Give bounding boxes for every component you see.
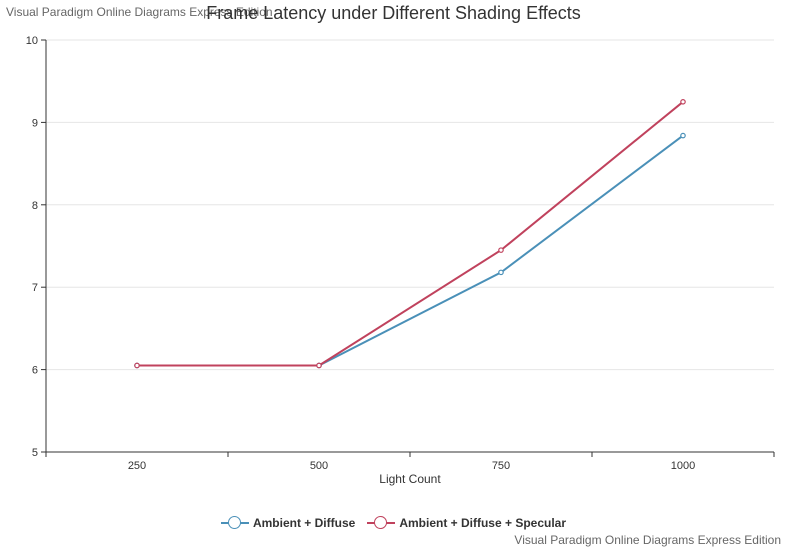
gridlines xyxy=(46,39,774,371)
data-point xyxy=(680,99,686,105)
legend-swatch-icon xyxy=(367,516,396,530)
legend-swatch-icon xyxy=(220,516,249,530)
y-tick-label: 9 xyxy=(32,117,38,129)
watermark-top: Visual Paradigm Online Diagrams Express … xyxy=(6,5,273,19)
x-axis-label: Light Count xyxy=(379,472,441,486)
legend: Ambient + Diffuse Ambient + Diffuse + Sp… xyxy=(0,516,787,530)
y-tick-label: 8 xyxy=(32,200,38,212)
y-axis-ticks: 5 6 7 8 9 10 xyxy=(26,35,46,459)
x-axis-ticks: 250 500 750 1000 xyxy=(45,452,775,472)
y-tick-label: 7 xyxy=(32,282,38,294)
axes xyxy=(45,40,774,453)
data-point xyxy=(498,269,504,276)
legend-label: Ambient + Diffuse + Specular xyxy=(399,516,567,530)
data-point xyxy=(316,362,322,369)
legend-item-ambient-diffuse-specular[interactable]: Ambient + Diffuse + Specular xyxy=(367,516,566,530)
data-point xyxy=(134,362,140,369)
x-tick-label: 500 xyxy=(310,460,328,472)
y-tick-label: 6 xyxy=(32,365,38,377)
data-point xyxy=(498,247,504,253)
y-tick-label: 10 xyxy=(26,35,38,47)
chart-title: Frame Latency under Different Shading Ef… xyxy=(206,3,581,23)
x-tick-label: 250 xyxy=(128,460,146,472)
watermark-bottom: Visual Paradigm Online Diagrams Express … xyxy=(514,533,781,547)
legend-label: Ambient + Diffuse xyxy=(252,516,356,530)
series-line-0 xyxy=(137,134,684,367)
x-tick-label: 1000 xyxy=(671,460,695,472)
data-point xyxy=(680,132,686,139)
y-tick-label: 5 xyxy=(32,447,38,459)
legend-item-ambient-diffuse[interactable]: Ambient + Diffuse xyxy=(220,516,356,530)
series-line-1 xyxy=(137,101,684,367)
x-tick-label: 750 xyxy=(492,460,510,472)
series-lines xyxy=(134,99,686,369)
